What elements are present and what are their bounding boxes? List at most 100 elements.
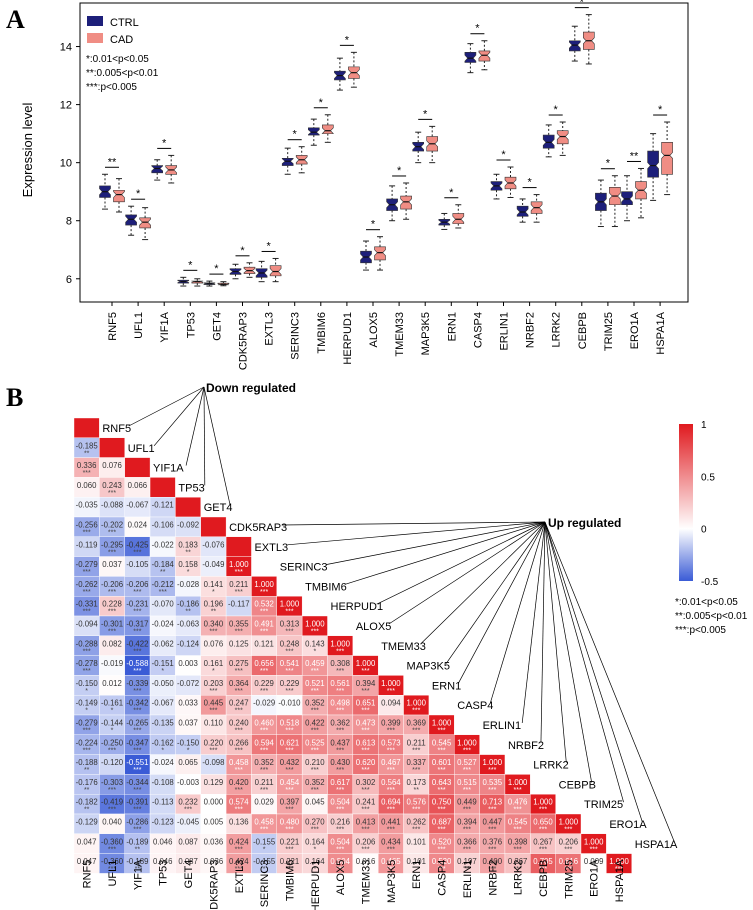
cell-value: -0.098 <box>202 758 224 767</box>
box-cad-CEBPB <box>582 14 595 65</box>
cell-value: -0.094 <box>76 620 99 629</box>
legend-note-2: **:0.005<p<0.01 <box>86 68 159 79</box>
cell-value: 0.243 <box>102 481 122 490</box>
up-line <box>281 521 546 526</box>
cell-value: 0.656 <box>254 659 274 668</box>
cell-value: 1.000 <box>381 679 401 688</box>
legend-note-1: *:0.01<p<0.05 <box>86 54 149 65</box>
cell-significance: *** <box>488 866 496 873</box>
cell-significance: * <box>263 846 266 853</box>
cell-significance: *** <box>133 549 141 556</box>
cell-value: -0.391 <box>126 798 148 807</box>
cell-significance: *** <box>336 827 344 834</box>
cell-significance: *** <box>285 767 293 774</box>
cell-value: 0.005 <box>204 818 224 827</box>
box-body <box>374 246 386 261</box>
box-ctrl-TP53 <box>177 276 190 287</box>
cell-value: 0.012 <box>102 679 122 688</box>
cell-value: -0.029 <box>253 699 275 708</box>
x-tick-label: GET4 <box>211 312 223 341</box>
cell-significance: *** <box>311 728 319 735</box>
cell-value: -0.317 <box>126 620 148 629</box>
cell-significance: *** <box>235 569 243 576</box>
cell-value: 0.164 <box>305 857 325 866</box>
cell-significance: *** <box>133 629 141 636</box>
cell-value: -0.067 <box>126 501 148 510</box>
cell-value: 0.101 <box>406 837 426 846</box>
up-line <box>544 521 592 783</box>
box-ctrl-GET4 <box>203 280 216 287</box>
cell-significance: *** <box>361 846 369 853</box>
up-line <box>544 521 624 803</box>
cell-significance: *** <box>83 609 91 616</box>
box-cad-NRBF2 <box>530 194 543 223</box>
cell-value: 0.161 <box>204 659 224 668</box>
box-cad-TMBIM6 <box>321 114 334 143</box>
colorbar-gradient <box>679 424 693 581</box>
up-regulated-label: Up regulated <box>548 516 621 530</box>
cell-value: 0.422 <box>305 719 325 728</box>
sig-mark: * <box>188 259 193 271</box>
down-line <box>203 386 206 486</box>
cell-value: 0.308 <box>330 659 350 668</box>
down-line <box>153 386 205 447</box>
cell-value: 0.036 <box>204 837 224 846</box>
x-tick-label: ERO1A <box>629 311 641 349</box>
cell-value: -0.155 <box>253 837 276 846</box>
cell-significance: *** <box>387 787 395 794</box>
heatmap-cell <box>175 497 201 518</box>
cell-value: -0.108 <box>152 778 174 787</box>
cell-significance: * <box>161 747 164 754</box>
cell-significance: * <box>187 569 190 576</box>
legend-cad-label: CAD <box>110 34 133 46</box>
cell-value: 1.000 <box>280 600 300 609</box>
cell-significance: *** <box>260 747 268 754</box>
box-cad-MAP3K5 <box>426 125 439 164</box>
cell-value: 1.000 <box>432 719 452 728</box>
box-ctrl-NRBF2 <box>516 198 529 223</box>
cell-value: -0.288 <box>76 639 98 648</box>
cell-value: 0.037 <box>178 719 198 728</box>
cell-significance: *** <box>564 827 572 834</box>
box-cad-CDK5RAP3 <box>243 262 256 278</box>
cell-value: 0.518 <box>280 719 300 728</box>
cell-value: 0.211 <box>229 580 248 589</box>
cell-significance: *** <box>209 747 217 754</box>
cell-significance: *** <box>437 846 445 853</box>
diag-label-TMBIM6: TMBIM6 <box>305 581 347 593</box>
box-cad-TP53 <box>191 278 204 287</box>
cell-value: -0.224 <box>76 738 99 747</box>
x-tick-label: ERLIN1 <box>499 312 511 351</box>
cell-significance: *** <box>336 866 344 873</box>
cell-significance: *** <box>235 767 243 774</box>
x-label-ERN1: ERN1 <box>411 860 423 889</box>
diag-label-EXTL3: EXTL3 <box>254 542 288 554</box>
cell-value: -0.331 <box>76 600 98 609</box>
cell-value: 0.183 <box>178 540 198 549</box>
cell-value: 0.340 <box>204 620 224 629</box>
cell-value: -0.344 <box>126 778 149 787</box>
cell-value: 0.313 <box>280 620 300 629</box>
y-tick-label: 14 <box>60 42 72 54</box>
cell-significance: *** <box>361 767 369 774</box>
cell-value: 0.047 <box>77 837 97 846</box>
up-line <box>445 521 546 664</box>
heatmap-cell <box>73 417 100 438</box>
cell-significance: *** <box>260 589 268 596</box>
sig-mark: * <box>371 219 376 231</box>
cell-value: -0.182 <box>76 798 98 807</box>
cell-value: -0.360 <box>101 837 124 846</box>
box-cad-HERPUD1 <box>348 51 360 88</box>
cell-significance: *** <box>336 668 344 675</box>
x-label-TMBIM6: TMBIM6 <box>284 860 296 902</box>
up-line <box>376 521 546 605</box>
cell-value: 0.206 <box>559 837 579 846</box>
boxplot-frame <box>79 2 689 303</box>
cell-significance: *** <box>361 787 369 794</box>
box-body <box>452 213 465 224</box>
diag-label-ERLIN1: ERLIN1 <box>483 720 522 732</box>
cell-significance: *** <box>133 747 141 754</box>
cell-value: 0.447 <box>483 818 503 827</box>
cell-value: 0.432 <box>280 758 300 767</box>
cell-significance: *** <box>336 767 344 774</box>
